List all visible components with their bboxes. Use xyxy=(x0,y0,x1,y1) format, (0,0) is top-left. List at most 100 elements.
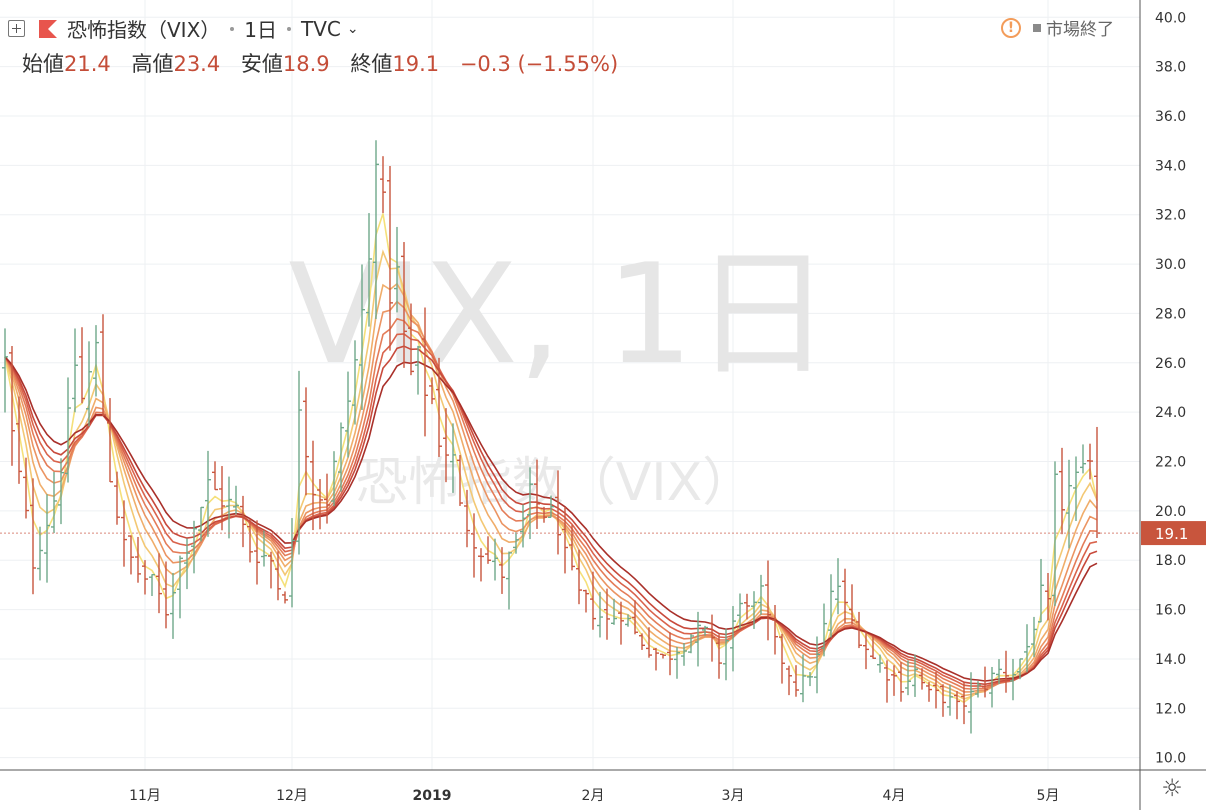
ohlc-bar xyxy=(1031,616,1037,657)
ohlc-bar xyxy=(303,387,309,496)
ohlc-bar xyxy=(317,479,323,530)
ohlc-bar xyxy=(695,611,701,667)
y-tick-label: 26.0 xyxy=(1155,356,1186,372)
ohlc-bar xyxy=(912,654,918,697)
ohlc-bar xyxy=(450,423,456,493)
ohlc-bar xyxy=(268,551,274,589)
y-tick-label: 24.0 xyxy=(1155,405,1186,421)
exchange-label[interactable]: TVC xyxy=(301,16,341,41)
chevron-down-icon[interactable]: ⌄ xyxy=(346,20,359,37)
plus-square-icon[interactable] xyxy=(8,20,25,37)
y-tick-label: 36.0 xyxy=(1155,109,1186,125)
interval-label[interactable]: 1日 xyxy=(244,18,278,42)
x-tick-label: 5月 xyxy=(1037,788,1060,804)
ohlc-bar xyxy=(1003,650,1009,693)
ohlc-bar xyxy=(429,377,435,405)
market-status: ! 市場終了 xyxy=(1001,15,1114,40)
symbol-name[interactable]: 恐怖指数（VIX） xyxy=(67,18,221,42)
ohlc-bar xyxy=(2,328,8,413)
ohlc-bar xyxy=(387,166,393,351)
last-price-tag xyxy=(1141,521,1206,546)
exclamation-circle-icon[interactable]: ! xyxy=(1001,17,1021,38)
ohlc-bar xyxy=(597,591,603,638)
y-tick-label: 16.0 xyxy=(1155,603,1186,619)
ohlc-bar xyxy=(765,560,771,641)
close-label: 終値 xyxy=(350,52,393,76)
gear-icon[interactable]: ☼ xyxy=(1161,774,1183,802)
ohlc-bar xyxy=(184,538,190,590)
ohlc-bar xyxy=(688,633,694,654)
ohlc-bar xyxy=(310,440,316,531)
ohlc-bar xyxy=(366,213,372,327)
ohlc-bar xyxy=(590,571,596,630)
y-tick-label: 34.0 xyxy=(1155,158,1186,174)
ohlc-bar xyxy=(443,408,449,483)
ohlc-bar xyxy=(898,662,904,702)
ohlc-bar xyxy=(93,325,99,397)
y-tick-label: 18.0 xyxy=(1155,553,1186,569)
ohlc-bar xyxy=(492,538,498,581)
ohlc-bar xyxy=(394,226,400,313)
ohlc-bar xyxy=(240,495,246,548)
ohlc-bar xyxy=(114,471,120,525)
ohlc-bar xyxy=(338,422,344,492)
ohlc-bar xyxy=(541,506,547,523)
ohlc-bar xyxy=(499,547,505,594)
y-tick-label: 32.0 xyxy=(1155,208,1186,224)
ohlc-bar xyxy=(51,471,57,534)
open-value: 21.4 xyxy=(64,52,111,76)
y-tick-label: 12.0 xyxy=(1155,701,1186,717)
ohlc-bar xyxy=(401,242,407,368)
ohlc-bar xyxy=(324,473,330,524)
ohlc-bar xyxy=(660,653,666,659)
ohlc-bar xyxy=(779,633,785,684)
ohlc-bar xyxy=(506,551,512,610)
ohlc-bar xyxy=(345,371,351,458)
ohlc-bar xyxy=(9,346,15,466)
ohlc-bar xyxy=(842,568,848,623)
ohlc-bar xyxy=(758,574,764,615)
x-tick-label: 11月 xyxy=(129,788,161,804)
ohlc-bar xyxy=(674,646,680,679)
ohlc-bar xyxy=(457,454,463,506)
flag-icon[interactable] xyxy=(39,19,57,38)
x-tick-label: 12月 xyxy=(276,788,308,804)
ohlc-bar xyxy=(142,560,148,595)
ohlc-bar xyxy=(65,377,71,483)
y-tick-label: 38.0 xyxy=(1155,60,1186,76)
ohlc-bar xyxy=(191,520,197,574)
ohlc-bar xyxy=(247,518,253,563)
ohlc-bar xyxy=(954,691,960,720)
ohlc-bar xyxy=(30,478,36,595)
ohlc-bar xyxy=(128,535,134,575)
ohlc-bar xyxy=(548,495,554,518)
chart-header: 恐怖指数（VIX） 1日 TVC ⌄ 始値21.4 高値23.4 安値18.9 … xyxy=(0,0,1140,80)
ohlc-bar xyxy=(807,672,813,687)
ohlc-bar xyxy=(562,507,568,574)
ohlc-bar xyxy=(1017,658,1023,680)
ohlc-bar xyxy=(233,485,239,515)
ohlc-bar xyxy=(422,307,428,437)
y-tick-label: 28.0 xyxy=(1155,306,1186,322)
ohlc-bar xyxy=(555,470,561,555)
market-status-label: 市場終了 xyxy=(1046,20,1114,40)
ohlc-bar xyxy=(170,572,176,639)
ohlc-bar xyxy=(835,558,841,615)
y-tick-label: 30.0 xyxy=(1155,257,1186,273)
ohlc-bar xyxy=(212,461,218,491)
last-price-value: 19.1 xyxy=(1155,525,1188,543)
ohlc-bar xyxy=(415,345,421,395)
ohlc-bar xyxy=(1087,443,1093,480)
ohlc-bar xyxy=(996,659,1002,685)
ohlc-bar xyxy=(681,643,687,666)
ohlc-bar xyxy=(359,264,365,411)
ohlc-bar xyxy=(219,466,225,531)
status-square-icon xyxy=(1033,23,1041,32)
ohlc-bar xyxy=(961,682,967,725)
x-tick-label: 3月 xyxy=(722,788,745,804)
ohlc-bar xyxy=(1094,426,1100,539)
ohlc-bar xyxy=(618,601,624,645)
ohlc-bar xyxy=(37,526,43,581)
ema-line-18 xyxy=(4,356,1098,682)
